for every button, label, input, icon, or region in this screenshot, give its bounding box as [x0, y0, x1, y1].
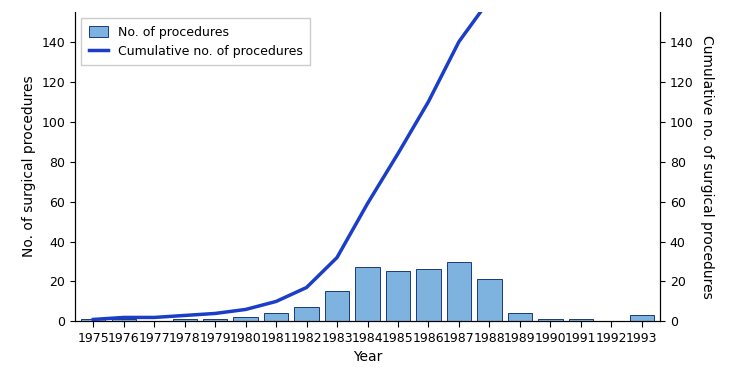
Bar: [264, 314, 288, 321]
Bar: [203, 319, 227, 321]
Bar: [81, 319, 106, 321]
Bar: [538, 319, 562, 321]
Bar: [325, 292, 350, 321]
Bar: [233, 318, 258, 321]
Bar: [416, 269, 441, 321]
Bar: [112, 319, 136, 321]
Bar: [447, 261, 471, 321]
Legend: No. of procedures, Cumulative no. of procedures: No. of procedures, Cumulative no. of pro…: [81, 18, 310, 65]
Bar: [356, 267, 380, 321]
Y-axis label: Cumulative no. of surgical procedures: Cumulative no. of surgical procedures: [700, 35, 715, 298]
Bar: [477, 279, 502, 321]
Bar: [172, 319, 197, 321]
Y-axis label: No. of surgical procedures: No. of surgical procedures: [22, 76, 36, 258]
Bar: [508, 314, 532, 321]
Bar: [386, 272, 410, 321]
X-axis label: Year: Year: [352, 350, 382, 365]
Bar: [629, 316, 654, 321]
Bar: [295, 307, 319, 321]
Bar: [568, 319, 593, 321]
